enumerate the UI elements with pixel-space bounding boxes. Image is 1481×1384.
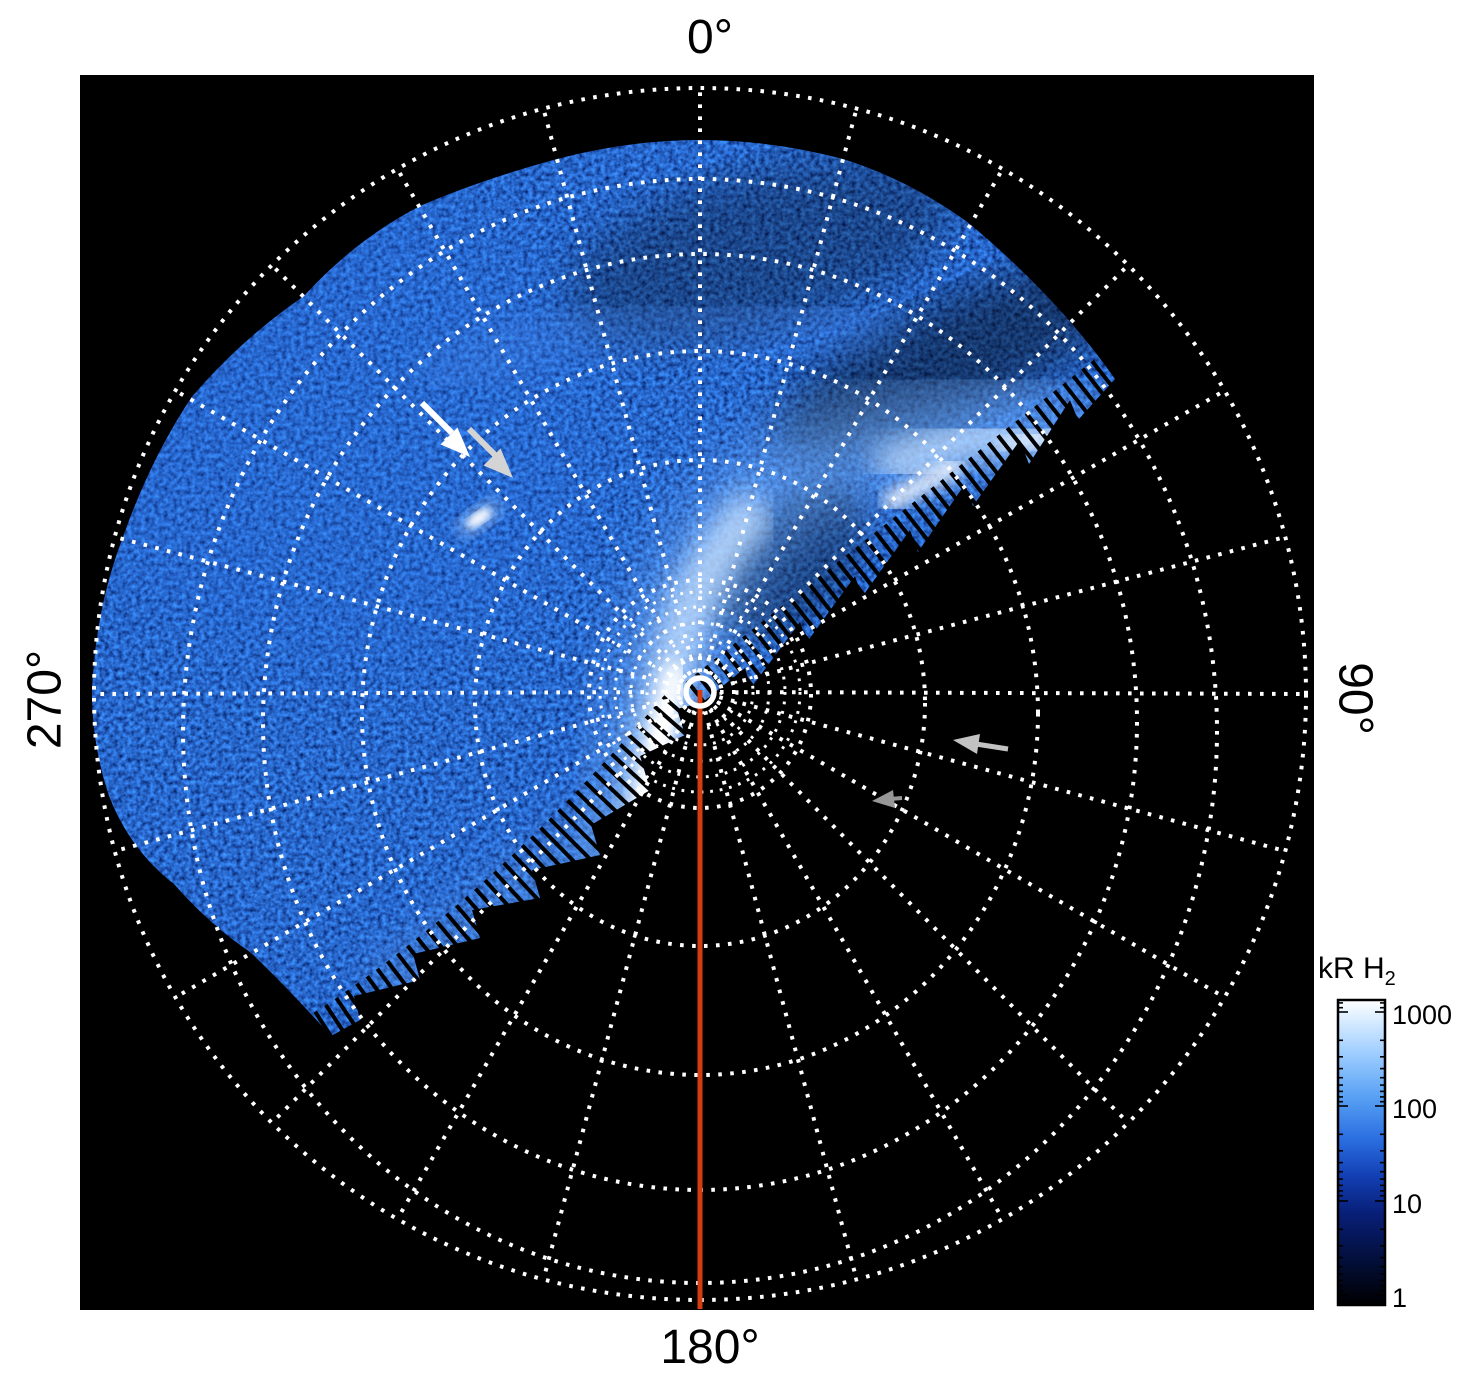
colorbar-ticks xyxy=(1338,1002,1385,1296)
colorbar-tick-label-10: 10 xyxy=(1392,1189,1423,1219)
colorbar-bar xyxy=(1336,998,1387,1307)
angle-label-180: 180° xyxy=(660,1321,760,1374)
pole-marker xyxy=(683,675,717,709)
angle-label-90: 90° xyxy=(1328,662,1382,735)
colorbar-title-text: kR H xyxy=(1318,952,1385,985)
polar-plot xyxy=(80,75,1314,1310)
arrow-icon-gray-left xyxy=(953,734,1009,754)
angle-label-270: 270° xyxy=(18,649,72,750)
aurora-faint-arc xyxy=(421,293,904,399)
arrow-icon-lightgray xyxy=(466,426,513,478)
arrow-icon-white xyxy=(419,400,470,457)
aurora-dark-lane xyxy=(713,483,867,637)
colorbar-tick-label-1000: 1000 xyxy=(1392,1000,1453,1030)
colorbar-title: kR H2 xyxy=(1318,952,1396,991)
angle-label-0: 0° xyxy=(687,11,733,64)
colorbar-tick-label-1: 1 xyxy=(1392,1283,1408,1313)
colorbar: kR H2 1000 100 10 1 xyxy=(1316,952,1481,1352)
bright-spot xyxy=(467,508,491,528)
colorbar-tick-label-100: 100 xyxy=(1392,1094,1438,1124)
colorbar-gradient xyxy=(1336,998,1387,1307)
annotation-arrows xyxy=(419,400,1009,808)
data-edge-fringe-right xyxy=(685,352,1145,734)
colorbar-title-subscript: 2 xyxy=(1384,968,1396,990)
arrow-icon-gray-downleft xyxy=(872,790,903,808)
graticule xyxy=(92,86,1308,1302)
auroral-streak-core xyxy=(880,456,965,513)
